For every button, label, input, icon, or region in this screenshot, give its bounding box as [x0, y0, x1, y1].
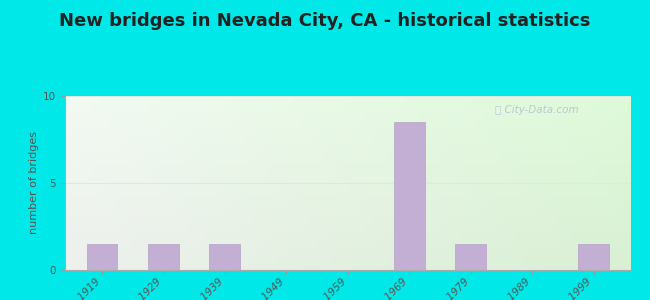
Bar — [455, 244, 486, 270]
Bar — [86, 244, 117, 270]
Bar — [209, 244, 240, 270]
Text: ⓘ City-Data.com: ⓘ City-Data.com — [495, 105, 578, 115]
Y-axis label: number of bridges: number of bridges — [29, 131, 39, 235]
Bar — [394, 122, 424, 270]
Text: New bridges in Nevada City, CA - historical statistics: New bridges in Nevada City, CA - histori… — [59, 12, 591, 30]
Bar — [148, 244, 179, 270]
Bar — [578, 244, 609, 270]
